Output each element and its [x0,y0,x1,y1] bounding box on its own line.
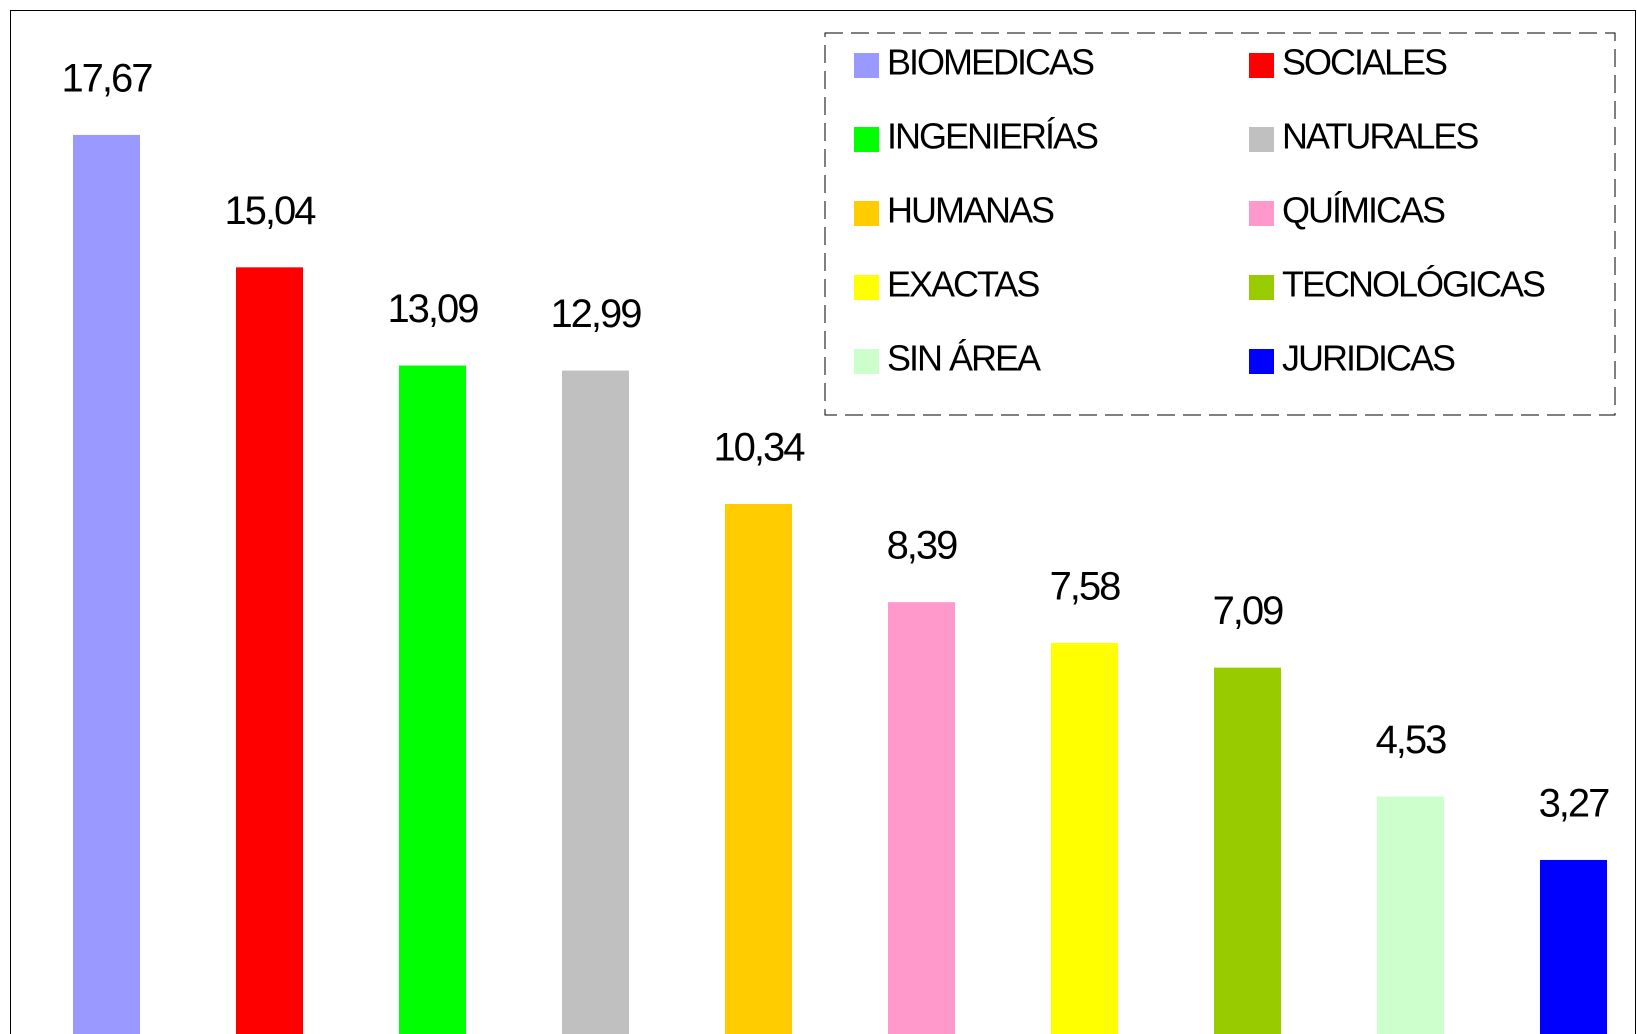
value-label: 12,99 [550,292,641,336]
legend-label: SIN ÁREA [887,338,1041,379]
legend-swatch [1249,201,1274,226]
value-label: 17,67 [61,56,152,100]
legend-label: QUÍMICAS [1282,190,1445,231]
value-label: 7,09 [1213,589,1284,633]
bar [1540,859,1607,1034]
legend-label: INGENIERÍAS [887,116,1098,157]
bar [562,370,629,1034]
bar [1214,667,1281,1034]
chart-frame [10,10,1636,1034]
bar [725,503,792,1034]
value-label: 8,39 [887,524,958,568]
value-label: 15,04 [224,189,316,233]
value-label: 3,27 [1539,782,1610,826]
legend-label: NATURALES [1282,116,1478,157]
legend-swatch [1249,275,1274,300]
bar [1377,796,1444,1034]
bar [73,134,140,1034]
bar [399,365,466,1034]
legend-label: JURIDICAS [1282,338,1455,379]
legend-label: TECNOLÓGICAS [1282,264,1545,305]
legend-label: BIOMEDICAS [887,42,1094,83]
legend-swatch [1249,127,1274,152]
legend-label: HUMANAS [887,190,1054,231]
bar [236,267,303,1034]
legend-box [824,32,1616,416]
value-label: 4,53 [1376,718,1447,762]
legend-swatch [854,127,879,152]
value-label: 7,58 [1050,565,1121,609]
legend-swatch [854,349,879,374]
value-label: 10,34 [713,426,805,470]
legend-label: EXACTAS [887,264,1039,305]
bar [1051,642,1118,1034]
legend-swatch [1249,53,1274,78]
legend-label: SOCIALES [1282,42,1447,83]
legend-swatch [854,275,879,300]
value-label: 13,09 [387,287,478,331]
legend-swatch [854,201,879,226]
legend-swatch [1249,349,1274,374]
bar [888,602,955,1034]
legend-swatch [854,53,879,78]
